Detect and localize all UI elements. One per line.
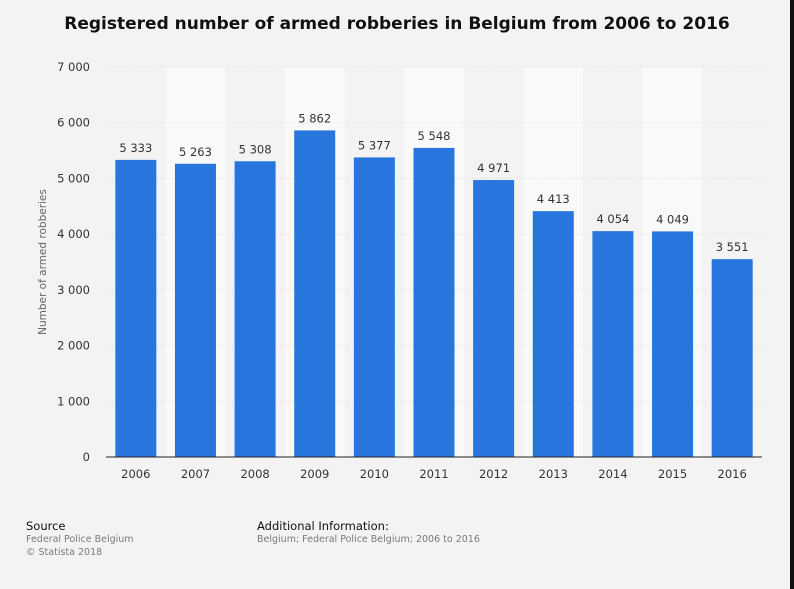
x-tick-label: 2015 — [658, 467, 687, 481]
additional-info-heading: Additional Information: — [257, 519, 389, 533]
chart-title: Registered number of armed robberies in … — [64, 14, 730, 34]
y-tick-label: 1 000 — [57, 394, 90, 408]
bar — [413, 147, 455, 457]
bar — [532, 211, 574, 457]
y-tick-label: 6 000 — [57, 116, 90, 130]
source-line-1: Federal Police Belgium — [26, 534, 134, 545]
value-label: 4 054 — [596, 212, 629, 226]
x-tick-label: 2009 — [300, 467, 329, 481]
value-label: 4 413 — [537, 192, 570, 206]
y-tick-label: 0 — [83, 450, 90, 464]
bar — [353, 157, 395, 457]
window-edge — [790, 0, 794, 589]
value-label: 5 333 — [119, 141, 152, 155]
bar — [234, 161, 276, 458]
value-labels: 5 333 5 263 5 308 5 862 5 377 5 548 4 971 4 413… — [119, 111, 748, 254]
bar — [115, 159, 157, 457]
x-tick-label: 2014 — [598, 467, 627, 481]
y-axis-label: Number of armed robberies — [37, 189, 49, 335]
bar — [174, 163, 216, 458]
x-tick-label: 2012 — [479, 467, 508, 481]
x-tick-label: 2010 — [360, 467, 389, 481]
x-tick-label: 2006 — [121, 467, 150, 481]
bar — [711, 259, 753, 457]
source-heading: Source — [26, 519, 66, 533]
x-tick-label: 2007 — [181, 467, 210, 481]
value-label: 5 308 — [239, 142, 272, 156]
x-tick-labels: 2006 2007 2008 2009 2010 2011 2012 2013 2014 2015… — [121, 467, 747, 481]
bar — [294, 130, 336, 457]
x-tick-label: 2016 — [718, 467, 747, 481]
y-tick-labels: 0 1 000 2 000 3 000 4 000 5 000 6 000 7 000 — [57, 60, 90, 464]
x-tick-label: 2013 — [539, 467, 568, 481]
y-tick-label: 4 000 — [57, 227, 90, 241]
value-label: 4 049 — [656, 212, 689, 226]
bar — [592, 231, 634, 457]
bar — [652, 231, 694, 457]
y-tick-label: 7 000 — [57, 60, 90, 74]
y-tick-label: 2 000 — [57, 339, 90, 353]
value-label: 4 971 — [477, 161, 510, 175]
source-block: Source Federal Police Belgium © Statista… — [26, 520, 134, 559]
additional-info-text: Belgium; Federal Police Belgium; 2006 to… — [257, 534, 480, 545]
additional-info-block: Additional Information: Belgium; Federal… — [257, 520, 480, 546]
value-label: 5 263 — [179, 145, 212, 159]
value-label: 5 548 — [418, 129, 451, 143]
value-label: 5 862 — [298, 111, 331, 125]
value-label: 5 377 — [358, 138, 391, 152]
y-tick-label: 3 000 — [57, 283, 90, 297]
source-line-2: © Statista 2018 — [26, 547, 103, 558]
x-tick-label: 2011 — [419, 467, 448, 481]
y-tick-label: 5 000 — [57, 171, 90, 185]
bar — [473, 180, 515, 457]
value-label: 3 551 — [716, 240, 749, 254]
bars — [115, 130, 753, 458]
x-tick-label: 2008 — [240, 467, 269, 481]
